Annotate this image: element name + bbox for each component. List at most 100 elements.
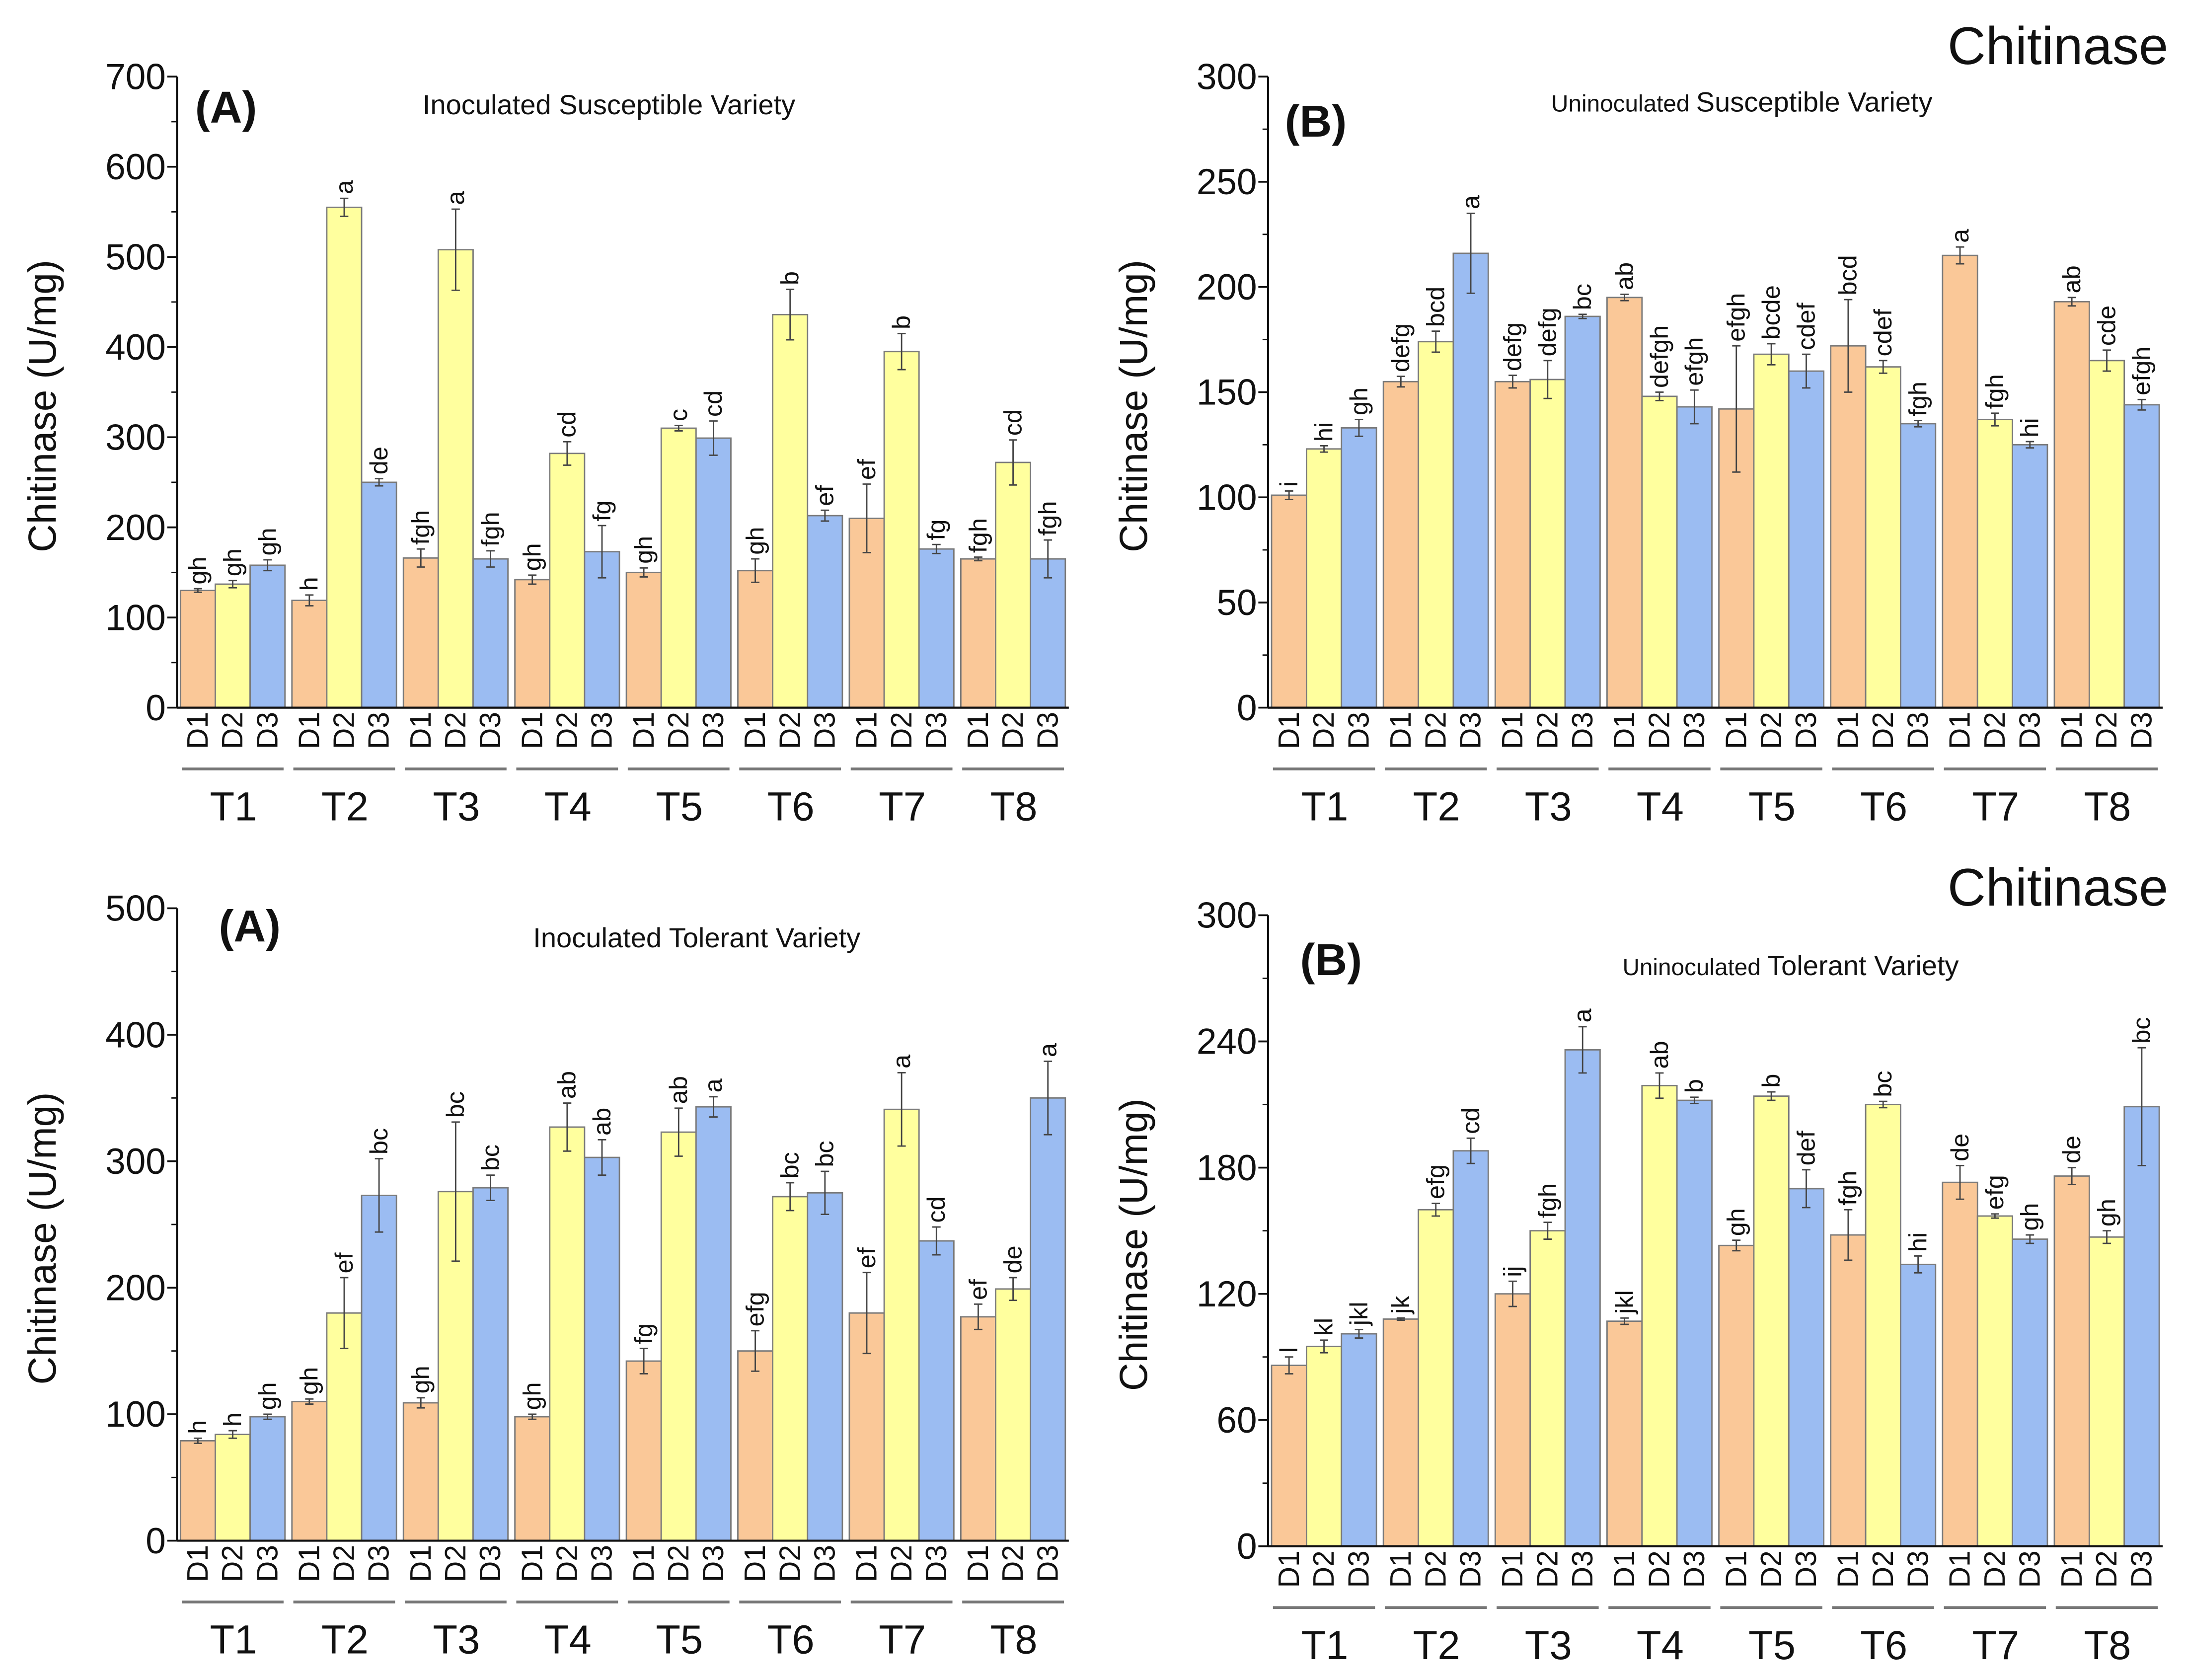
significance-letter: bcd bbox=[1834, 255, 1862, 295]
bar-T8-D2 bbox=[995, 1288, 1032, 1541]
x-group-label: T8 bbox=[990, 1617, 1038, 1663]
x-sub-label: D3 bbox=[474, 1545, 507, 1582]
bar-T6-D3 bbox=[1900, 1263, 1937, 1547]
significance-letter: a bbox=[699, 1078, 727, 1092]
x-sub-label: D1 bbox=[1832, 712, 1865, 749]
bar-T6-D3 bbox=[807, 515, 843, 708]
x-sub-label: D1 bbox=[1720, 712, 1752, 749]
bar-T5-D2 bbox=[1753, 353, 1790, 708]
significance-letter: cd bbox=[922, 1196, 950, 1222]
significance-letter: cdef bbox=[1869, 308, 1897, 356]
significance-letter: efgh bbox=[2127, 347, 2156, 395]
x-sub-label: D3 bbox=[697, 1545, 730, 1582]
bar-T3-D2 bbox=[437, 249, 474, 708]
x-sub-label: D2 bbox=[1420, 1550, 1452, 1588]
significance-letter: bcde bbox=[1757, 285, 1785, 339]
x-sub-label: D1 bbox=[405, 712, 437, 749]
x-group-label: T6 bbox=[767, 784, 815, 830]
x-sub-label: D3 bbox=[586, 712, 618, 749]
significance-letter: a bbox=[1034, 1043, 1062, 1057]
bar-T5-D3 bbox=[1788, 370, 1825, 708]
x-sub-label: D3 bbox=[2126, 712, 2158, 749]
significance-letter: gh bbox=[2092, 1199, 2120, 1226]
x-sub-label: D2 bbox=[1531, 712, 1564, 749]
panel-label: (A) bbox=[219, 902, 281, 952]
significance-letter: efg bbox=[1422, 1164, 1450, 1199]
x-sub-label: D1 bbox=[516, 1545, 548, 1582]
bar-T2-D3 bbox=[1452, 1150, 1489, 1547]
significance-letter: h bbox=[218, 1413, 246, 1427]
x-sub-label: D2 bbox=[1420, 712, 1452, 749]
significance-letter: i bbox=[1275, 481, 1303, 487]
significance-letter: fgh bbox=[1834, 1171, 1862, 1206]
significance-letter: ab bbox=[2057, 265, 2086, 293]
chart-heading: Chitinase bbox=[1948, 16, 2168, 76]
chart-title: Uninoculated Tolerant Variety bbox=[1622, 950, 1959, 981]
x-group-label: T4 bbox=[1637, 784, 1684, 830]
significance-letter: ab bbox=[664, 1076, 692, 1104]
x-sub-label: D3 bbox=[809, 1545, 841, 1582]
x-sub-label: D3 bbox=[1678, 1550, 1711, 1588]
x-sub-label: D1 bbox=[628, 1545, 660, 1582]
significance-letter: kl bbox=[1309, 1318, 1338, 1336]
significance-letter: efg bbox=[1980, 1175, 2009, 1210]
x-sub-label: D3 bbox=[1032, 1545, 1064, 1582]
x-sub-label: D3 bbox=[920, 1545, 953, 1582]
significance-letter: hi bbox=[2016, 418, 2044, 437]
significance-letter: ab bbox=[553, 1071, 581, 1099]
significance-letter: jk bbox=[1386, 1296, 1415, 1315]
significance-letter: ef bbox=[852, 1247, 881, 1268]
significance-letter: a bbox=[1568, 1008, 1596, 1022]
bar-T1-D3 bbox=[1341, 427, 1377, 708]
significance-letter: fgh bbox=[476, 512, 504, 546]
significance-letter: de bbox=[365, 447, 393, 474]
x-sub-label: D2 bbox=[1644, 1550, 1676, 1588]
bar-T7-D2 bbox=[1976, 419, 2013, 708]
significance-letter: gh bbox=[218, 548, 246, 576]
bar-T3-D3 bbox=[472, 558, 509, 708]
bar-T7-D3 bbox=[918, 548, 955, 708]
x-group-label: T2 bbox=[1413, 784, 1460, 830]
chart-heading: Chitinase bbox=[1948, 858, 2168, 917]
x-sub-label: D3 bbox=[1790, 1550, 1822, 1588]
bar-T2-D2 bbox=[1418, 1209, 1454, 1547]
x-sub-label: D3 bbox=[1032, 712, 1064, 749]
x-sub-label: D1 bbox=[1497, 712, 1529, 749]
bar-T1-D3 bbox=[249, 564, 286, 708]
bar-T3-D1 bbox=[402, 557, 439, 708]
bar-T4-D3 bbox=[1676, 406, 1713, 708]
significance-letter: b bbox=[776, 271, 804, 285]
chart-panel-1: 0 100 200 300 400 500 600 700 Chitinase (U/mg) gh… bbox=[20, 57, 1069, 830]
bar-T4-D2 bbox=[1641, 395, 1678, 708]
y-tick-label: 250 bbox=[1197, 162, 1257, 202]
x-group-label: T8 bbox=[2084, 784, 2131, 830]
significance-letter: cd bbox=[553, 411, 581, 438]
bar-T2-D2 bbox=[326, 206, 363, 708]
x-sub-label: D3 bbox=[1455, 712, 1487, 749]
bar-T4-D2 bbox=[1641, 1085, 1678, 1547]
significance-letter: bc bbox=[441, 1091, 469, 1118]
x-sub-label: D2 bbox=[217, 1545, 249, 1582]
x-sub-label: D2 bbox=[997, 712, 1029, 749]
y-tick-label: 50 bbox=[1216, 583, 1257, 623]
significance-letter: fgh bbox=[1533, 1183, 1562, 1218]
significance-letter: b bbox=[1757, 1074, 1785, 1088]
significance-letter: cd bbox=[1456, 1108, 1485, 1134]
x-sub-label: D1 bbox=[2056, 712, 2088, 749]
bar-T1-D3 bbox=[249, 1416, 286, 1541]
chart-panel-2: 0 50 100 150 200 250 300 Chitinase (U/mg) i D1 hi D… bbox=[1112, 16, 2168, 830]
x-sub-label: D2 bbox=[774, 1545, 806, 1582]
x-sub-label: D2 bbox=[1531, 1550, 1564, 1588]
bar-T5-D2 bbox=[660, 427, 697, 708]
bar-T3-D2 bbox=[1529, 379, 1566, 708]
bar-T5-D1 bbox=[1718, 1244, 1755, 1547]
title-prefix: Uninoculated bbox=[1551, 90, 1696, 117]
x-sub-label: D3 bbox=[1455, 1550, 1487, 1588]
bar-T2-D3 bbox=[361, 1195, 397, 1541]
significance-letter: defg bbox=[1386, 323, 1415, 372]
x-group-label: T4 bbox=[544, 784, 592, 830]
y-tick-label: 600 bbox=[105, 147, 166, 187]
x-sub-label: D3 bbox=[920, 712, 953, 749]
bar-T2-D1 bbox=[291, 1401, 328, 1541]
